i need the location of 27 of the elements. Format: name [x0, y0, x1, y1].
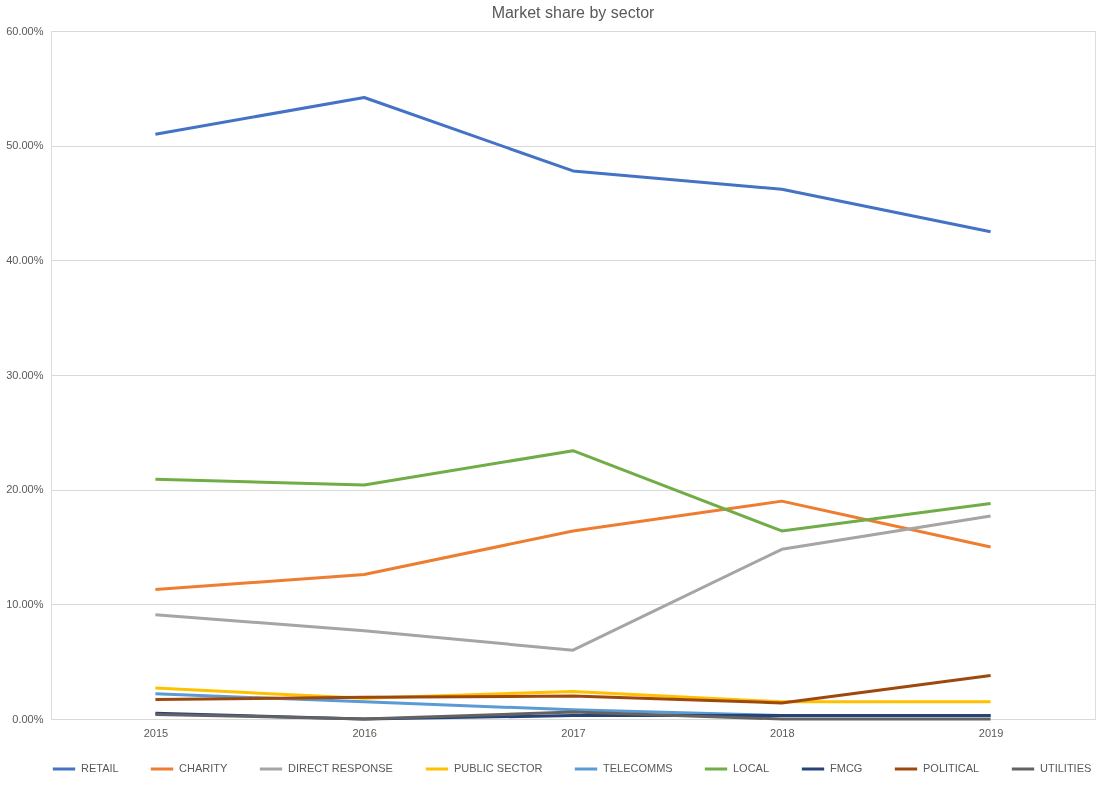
- legend-label: POLITICAL: [923, 762, 980, 774]
- y-tick-label: 10.00%: [6, 597, 44, 610]
- legend-label: RETAIL: [81, 762, 119, 774]
- x-tick-label: 2016: [352, 726, 377, 739]
- line-series: [153, 673, 993, 705]
- x-tick-label: 2015: [143, 726, 169, 739]
- x-tick-label: 2018: [770, 726, 795, 739]
- x-tick-label: 2017: [561, 726, 586, 739]
- y-tick-label: 0.00%: [12, 712, 44, 725]
- legend-label: FMCG: [830, 762, 863, 774]
- line-series: [153, 514, 993, 652]
- line-series: [153, 96, 993, 234]
- legend-label: DIRECT RESPONSE: [288, 762, 393, 774]
- legend-label: TELECOMMS: [603, 762, 673, 774]
- y-tick-label: 50.00%: [6, 139, 44, 152]
- line-series: [153, 499, 993, 591]
- x-tick-label: 2019: [978, 726, 1004, 739]
- legend-label: PUBLIC SECTOR: [454, 762, 543, 774]
- y-tick-label: 40.00%: [6, 253, 44, 266]
- legend-label: CHARITY: [179, 762, 228, 774]
- y-tick-label: 20.00%: [6, 483, 44, 496]
- legend-label: UTILITIES: [1040, 762, 1092, 774]
- legend-label: LOCAL: [733, 762, 770, 774]
- line-series: [153, 449, 993, 533]
- y-tick-label: 30.00%: [6, 368, 44, 381]
- y-tick-label: 60.00%: [6, 24, 44, 37]
- chart-title: Market share by sector: [491, 4, 656, 21]
